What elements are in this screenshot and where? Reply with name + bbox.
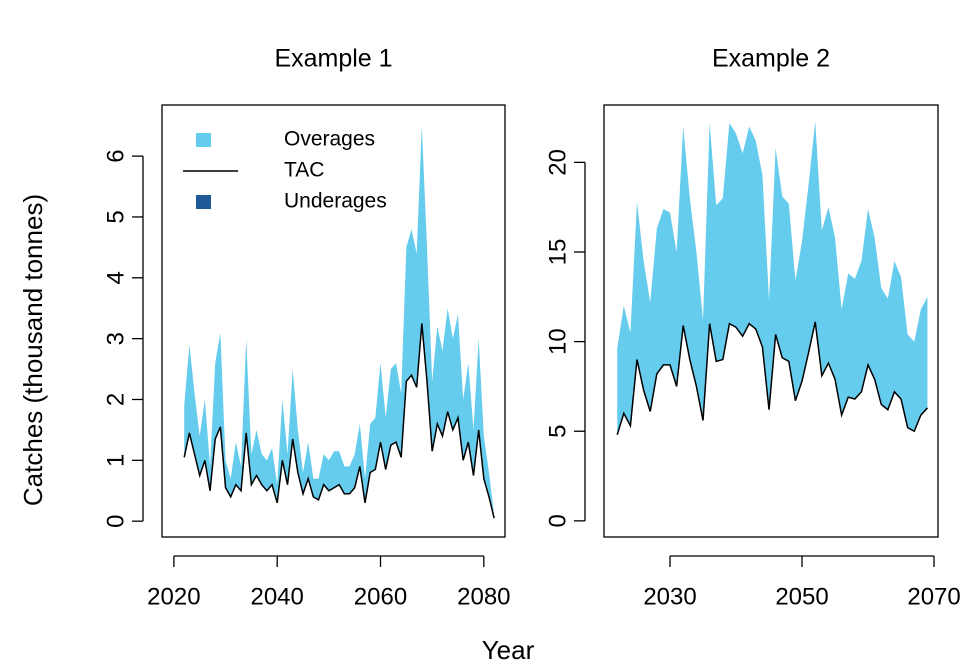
plot-box xyxy=(161,104,506,538)
legend-label: TAC xyxy=(284,159,324,182)
y-tick-label: 10 xyxy=(544,328,571,355)
y-tick-label: 0 xyxy=(102,515,129,528)
y-tick-label: 5 xyxy=(544,425,571,438)
x-tick-label: 2080 xyxy=(457,583,510,610)
x-tick-label: 2030 xyxy=(643,583,696,610)
x-tick-label: 2060 xyxy=(354,583,407,610)
legend-label: Overages xyxy=(284,128,375,151)
y-tick-label: 1 xyxy=(102,454,129,467)
line xyxy=(616,321,928,436)
plot-box xyxy=(603,104,939,538)
y-tick-label: 0 xyxy=(544,514,571,527)
y-tick-label: 4 xyxy=(102,271,129,284)
y-tick-label: 20 xyxy=(544,149,571,176)
legend-swatch xyxy=(196,195,211,209)
y-tick-label: 2 xyxy=(102,393,129,406)
line xyxy=(183,323,495,519)
x-tick-label: 2040 xyxy=(250,583,303,610)
y-axis-label: Catches (thousand tonnes) xyxy=(18,194,48,506)
x-tick-label: 2070 xyxy=(907,583,960,610)
x-tick-label: 2050 xyxy=(775,583,828,610)
x-axis-label: Year xyxy=(482,635,535,665)
y-tick-label: 5 xyxy=(102,210,129,223)
x-tick-label: 2020 xyxy=(147,583,200,610)
legend-label: Underages xyxy=(284,190,387,213)
band xyxy=(617,121,928,435)
chart-title: Example 2 xyxy=(712,45,830,73)
chart-title: Example 1 xyxy=(274,45,392,73)
y-tick-label: 6 xyxy=(102,149,129,162)
legend-swatch xyxy=(196,133,211,147)
y-tick-label: 15 xyxy=(544,239,571,266)
y-tick-label: 3 xyxy=(102,332,129,345)
